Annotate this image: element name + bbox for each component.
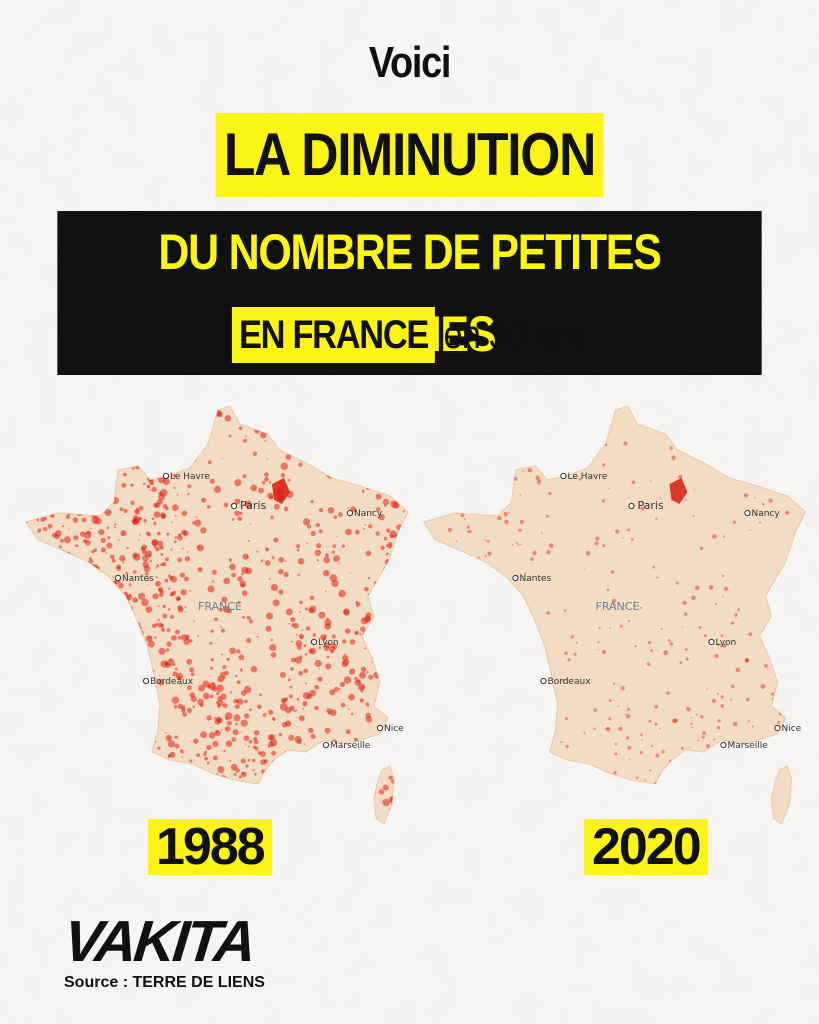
city-marker: [774, 724, 781, 732]
city-marker: [376, 724, 384, 732]
city-label: Bordeaux: [548, 677, 592, 687]
city-marker: [628, 502, 635, 510]
year-label-2020: 2020: [584, 819, 708, 875]
country-label: FRANCE: [198, 600, 242, 613]
headline-main-text: LA DIMINUTION: [215, 113, 604, 197]
corsica-island: [373, 765, 395, 825]
headline-scope: EN FRANCE en 30 ans: [57, 307, 761, 363]
city-marker: [512, 574, 519, 582]
city-label: Le Havre: [568, 472, 608, 482]
source-credit: Source : TERRE DE LIENS: [64, 974, 265, 991]
city-label: Marseille: [330, 741, 371, 751]
city-marker: [708, 638, 715, 646]
corsica-island: [770, 765, 793, 825]
city-label: Nice: [384, 724, 404, 734]
map-france-1988: FRANCE Le Havre Paris Nancy Nantes Lyon Bordea…: [25, 405, 409, 825]
city-label: Marseille: [728, 741, 769, 751]
city-marker: [322, 741, 330, 749]
city-label: Nantes: [520, 574, 552, 584]
country-label: FRANCE: [596, 600, 640, 613]
city-label: Lyon: [716, 638, 737, 648]
vakita-logo: VAKITA: [60, 909, 257, 974]
city-marker: [114, 574, 122, 582]
year-label-1988: 1988: [148, 819, 272, 875]
city-marker: [162, 472, 170, 480]
city-label: Nantes: [122, 574, 154, 584]
city-marker: [142, 677, 150, 685]
headline-intro: Voici: [368, 38, 451, 87]
city-marker: [230, 502, 238, 510]
city-label: Nancy: [752, 509, 781, 519]
city-label: Nancy: [354, 509, 383, 519]
map-france-2020: FRANCE Le Havre Paris Nancy Nantes Lyon Bordea…: [422, 405, 807, 825]
city-label: Paris: [240, 499, 266, 512]
city-label: Nice: [782, 724, 802, 734]
headline-scope-highlight: EN FRANCE: [232, 307, 435, 363]
city-marker: [540, 677, 547, 685]
headline-scope-plain: en 30 ans: [443, 313, 588, 357]
city-label: Le Havre: [170, 472, 210, 482]
city-marker: [310, 638, 318, 646]
city-marker: [346, 509, 354, 517]
city-marker: [560, 472, 567, 480]
city-label: Lyon: [318, 638, 339, 648]
city-marker: [744, 509, 751, 517]
france-mainland: [422, 405, 807, 785]
city-label: Bordeaux: [150, 677, 194, 687]
headline-main: LA DIMINUTION: [57, 113, 761, 197]
france-mainland: [25, 405, 409, 785]
city-label: Paris: [638, 499, 664, 512]
city-marker: [720, 741, 727, 749]
